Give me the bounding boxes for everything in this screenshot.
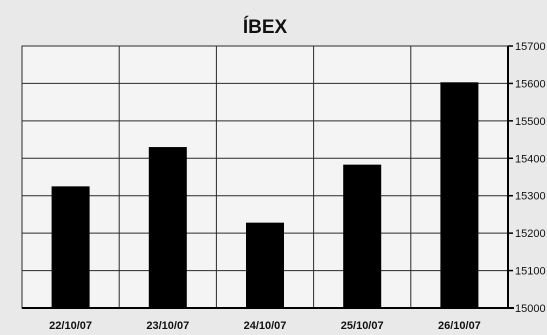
bar-25/10/07 [343, 164, 382, 308]
y-tick-label-6: 15600 [515, 78, 546, 90]
bars [51, 82, 479, 308]
y-tick-label-5: 15500 [515, 116, 546, 128]
y-tick-label-2: 15200 [515, 228, 546, 240]
bar-24/10/07 [246, 222, 284, 308]
y-tick-labels: 15000 15100 15200 15300 15400 15500 15600 15700 [515, 41, 546, 315]
axes [22, 45, 514, 309]
y-tick-label-7: 15700 [515, 41, 546, 53]
y-tick-label-4: 15400 [515, 153, 546, 165]
x-tick-label-3: 25/10/07 [341, 320, 384, 332]
y-tick-label-0: 15000 [515, 303, 546, 315]
chart-title: ÍBEX [243, 16, 288, 38]
bar-22/10/07 [51, 186, 90, 308]
bar-23/10/07 [148, 147, 187, 308]
x-tick-labels: 22/10/07 23/10/07 24/10/07 25/10/07 26/10/07 [49, 320, 481, 332]
bar-26/10/07 [440, 82, 479, 308]
x-tick-label-1: 23/10/07 [146, 320, 189, 332]
y-tick-label-1: 15100 [515, 266, 546, 278]
x-tick-label-0: 22/10/07 [49, 320, 92, 332]
x-tick-label-2: 24/10/07 [244, 320, 287, 332]
y-tick-label-3: 15300 [515, 191, 546, 203]
x-tick-label-4: 26/10/07 [438, 320, 481, 332]
